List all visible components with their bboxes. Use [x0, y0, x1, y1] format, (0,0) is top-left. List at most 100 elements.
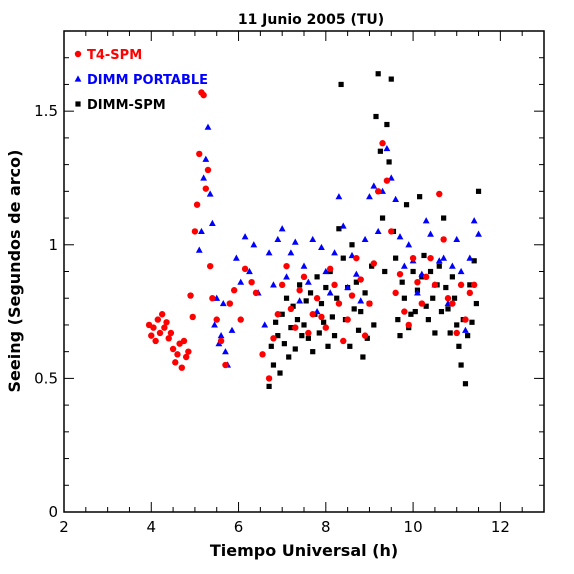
legend-label: DIMM PORTABLE: [87, 73, 208, 88]
chart-title: 11 Junio 2005 (TU): [238, 12, 384, 28]
dimm-spm-point: [373, 113, 379, 120]
dimm-spm-point: [377, 148, 383, 154]
t4-spm-point: [466, 289, 474, 297]
dimm-spm-point: [438, 308, 445, 315]
dimm-spm-point: [362, 290, 368, 296]
dimm-spm-point: [388, 76, 394, 82]
dimm-spm-point: [360, 354, 366, 360]
dimm-spm-point: [384, 121, 390, 128]
dimm-portable-point: [211, 321, 218, 328]
dimm-portable-point: [344, 283, 352, 291]
t4-spm-point: [182, 353, 190, 361]
t4-spm-point: [453, 329, 460, 337]
t4-spm-point: [383, 177, 391, 184]
t4-spm-point: [305, 329, 312, 337]
axis-ticks: [63, 30, 545, 513]
t4-spm-point: [150, 324, 157, 331]
dimm-spm-point: [425, 317, 431, 323]
dimm-spm-point: [310, 349, 316, 355]
t4-spm-point: [196, 150, 203, 158]
dimm-portable-point: [270, 281, 277, 288]
dimm-portable-point: [374, 227, 382, 235]
dimm-spm-point: [318, 300, 325, 307]
t4-spm-point: [436, 190, 443, 198]
dimm-spm-point: [340, 255, 346, 261]
dimm-spm-point: [403, 202, 410, 208]
dimm-spm-point: [445, 306, 451, 312]
dimm-portable-point: [217, 332, 225, 339]
t4-spm-point: [161, 324, 168, 331]
dimm-spm-point: [299, 333, 305, 339]
dimm-spm-point: [430, 295, 436, 301]
y-axis-label: Seeing (Segundos de arco): [5, 150, 24, 393]
dimm-portable-point: [278, 225, 286, 232]
dimm-portable-point: [204, 123, 212, 130]
dimm-spm-point: [432, 330, 438, 336]
t4-spm-point: [152, 337, 159, 345]
dimm-spm-point: [358, 308, 364, 315]
x-tick-label: 8: [321, 518, 331, 536]
dimm-spm-point: [279, 311, 285, 317]
dimm-spm-point: [288, 325, 294, 331]
x-axis-label: Tiempo Universal (h): [210, 541, 398, 560]
dimm-portable-point: [422, 217, 430, 224]
t4-spm-point: [287, 305, 295, 313]
dimm-spm-point: [334, 295, 340, 301]
t4-spm-point: [462, 316, 469, 323]
y-tick-label: 1: [48, 236, 58, 254]
dimm-portable-point: [287, 249, 295, 256]
t4-spm-point: [189, 313, 196, 321]
dimm-portable-point: [405, 241, 413, 248]
dimm-portable-point: [440, 254, 448, 261]
dimm-portable-point: [296, 297, 304, 304]
dimm-spm-point: [441, 215, 447, 221]
t4-spm-point: [200, 91, 207, 99]
dimm-portable-point: [222, 348, 229, 355]
t4-spm-point: [322, 324, 330, 331]
dimm-portable-point: [357, 297, 365, 304]
t4-spm-point: [217, 337, 225, 345]
t4-spm-point: [148, 332, 155, 339]
t4-spm-point: [274, 311, 282, 318]
t4-spm-point: [278, 281, 286, 289]
dimm-spm-point: [456, 343, 462, 349]
dimm-spm-point: [347, 343, 353, 349]
dimm-spm-point: [329, 314, 335, 320]
t4-spm-point: [213, 316, 220, 323]
dimm-spm-point: [419, 274, 425, 280]
t4-spm-point: [283, 262, 290, 270]
t4-spm-point: [401, 308, 408, 315]
legend: T4-SPM DIMM PORTABLE DIMM-SPM: [74, 48, 208, 113]
dimm-spm-point: [321, 319, 327, 325]
dimm-spm-point: [401, 295, 407, 301]
t4-spm-point: [449, 300, 456, 307]
t4-spm-point: [174, 351, 181, 358]
t4-spm-point: [300, 273, 308, 281]
dimm-portable-point: [261, 321, 269, 328]
dimm-spm-point: [281, 341, 287, 347]
t4-spm-point: [163, 319, 170, 326]
y-tick-label: 0: [48, 503, 58, 521]
t4-spm-point: [158, 311, 166, 318]
dimm-spm-point: [475, 188, 482, 194]
dimm-spm-point: [314, 274, 320, 280]
dimm-portable-point: [392, 195, 400, 202]
dimm-spm-point: [454, 322, 460, 328]
t4-spm-point: [252, 289, 260, 297]
t4-spm-point: [444, 295, 452, 302]
t4-spm-point: [326, 265, 334, 273]
t4-spm-point: [237, 316, 244, 323]
dimm-portable-point: [326, 289, 334, 296]
dimm-portable-point: [457, 267, 465, 275]
dimm-spm-point: [286, 354, 292, 360]
dimm-spm-point: [294, 317, 301, 323]
t4-spm-point: [405, 321, 412, 329]
t4-spm-point: [353, 254, 360, 262]
dimm-spm-point: [375, 71, 381, 77]
x-tick-label: 6: [234, 518, 244, 536]
x-tick-label: 2: [59, 518, 69, 536]
t4-spm-point: [340, 337, 347, 345]
t4-spm-point: [331, 281, 338, 289]
dimm-portable-point: [300, 262, 308, 269]
